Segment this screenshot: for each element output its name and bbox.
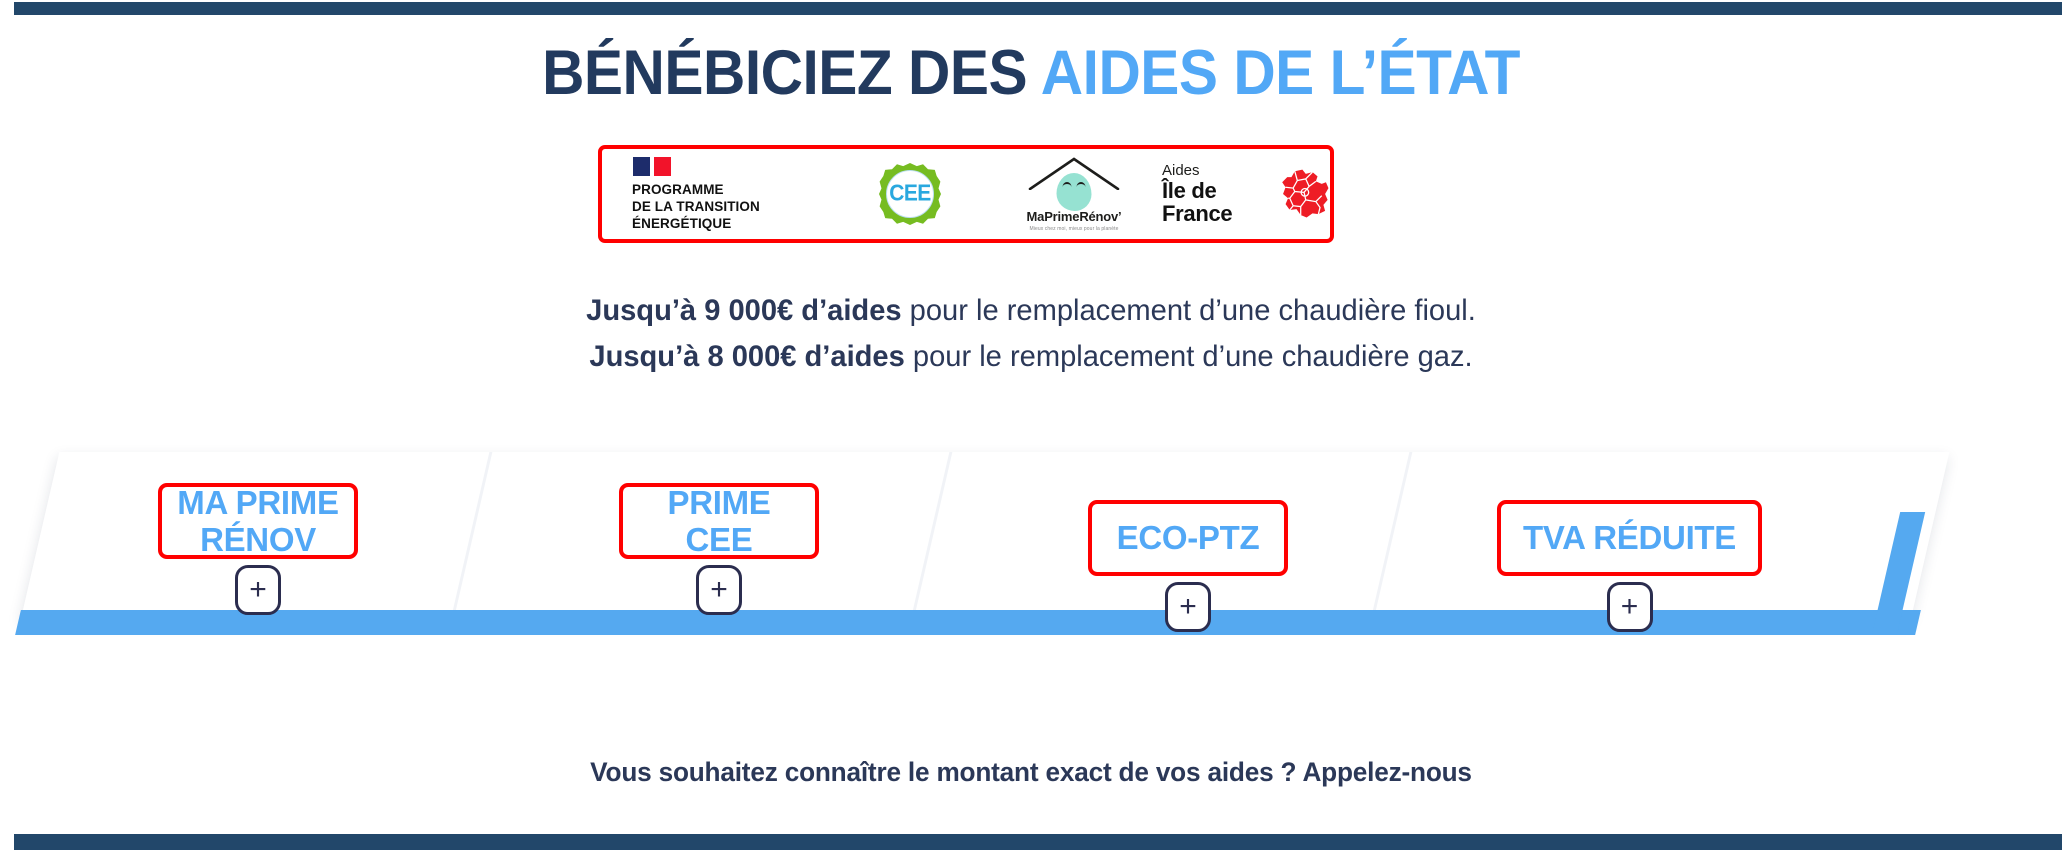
- top-divider-rule: [14, 2, 2062, 15]
- aid-types-ribbon: MA PRIME RÉNOV + PRIME CEE + ECO-PTZ + T…: [0, 440, 2062, 660]
- logo-programme-line3: ÉNERGÉTIQUE: [632, 215, 732, 231]
- aid-amount-line-1: Jusqu’à 9 000€ d’aides pour le remplacem…: [31, 288, 2031, 334]
- maprimerenov-house-icon: [1026, 156, 1122, 211]
- aid-amount-2-bold: Jusqu’à 8 000€ d’aides: [589, 339, 905, 373]
- aid-expand-button[interactable]: +: [1606, 582, 1653, 632]
- logo-programme-transition-text: PROGRAMME DE LA TRANSITION ÉNERGÉTIQUE: [632, 181, 760, 232]
- aid-card-label: ECO-PTZ: [1088, 500, 1288, 576]
- logo-programme-line1: PROGRAMME: [632, 181, 724, 197]
- cee-label: CEE: [889, 181, 931, 206]
- aid-amount-line-2: Jusqu’à 8 000€ d’aides pour le remplacem…: [31, 334, 2031, 380]
- maprimerenov-name: MaPrimeRénov’: [1026, 209, 1122, 224]
- aid-amount-1-bold: Jusqu’à 9 000€ d’aides: [586, 294, 902, 327]
- aid-card-label: MA PRIME RÉNOV: [158, 483, 358, 559]
- page-title-dark-part: BÉNÉBICIEZ DES: [542, 38, 1041, 108]
- bottom-divider-rule: [14, 834, 2062, 850]
- logo-cee: CEE: [834, 149, 986, 239]
- logo-aides-ile-de-france: Aides Île de France: [1162, 149, 1330, 239]
- ile-de-france-map-icon: [1282, 169, 1329, 218]
- aid-expand-button[interactable]: +: [235, 565, 281, 615]
- aid-card-eco-ptz[interactable]: ECO-PTZ +: [1088, 500, 1288, 632]
- aid-amount-2-rest: pour le remplacement d’une chaudière gaz…: [904, 339, 1473, 373]
- aid-card-prime-cee[interactable]: PRIME CEE +: [619, 483, 819, 615]
- maprimerenov-tagline: Mieux chez moi, mieux pour la planète: [1029, 226, 1119, 232]
- aid-amounts-block: Jusqu’à 9 000€ d’aides pour le remplacem…: [0, 288, 2062, 379]
- smiling-eyes-icon: [1062, 182, 1086, 187]
- logo-programme-line2: DE LA TRANSITION: [632, 198, 760, 214]
- contact-cta-text: Vous souhaitez connaître le montant exac…: [590, 757, 1472, 787]
- aid-amount-1-rest: pour le remplacement d’une chaudière fio…: [901, 294, 1476, 327]
- partner-logo-band: PROGRAMME DE LA TRANSITION ÉNERGÉTIQUE C…: [598, 145, 1334, 243]
- aid-expand-button[interactable]: +: [1165, 582, 1211, 632]
- page-title-light-part: AIDES DE L’ÉTAT: [1040, 38, 1521, 108]
- roof-chevron-icon: [1028, 157, 1120, 190]
- logo-maprimerenov: MaPrimeRénov’ Mieux chez moi, mieux pour…: [986, 149, 1162, 239]
- idf-aides-label: Aides: [1162, 161, 1200, 179]
- aid-card-label: TVA RÉDUITE: [1497, 500, 1762, 576]
- aid-card-tva-reduite[interactable]: TVA RÉDUITE +: [1497, 500, 1762, 632]
- cee-badge-icon: CEE: [879, 163, 941, 225]
- logo-programme-transition-energetique: PROGRAMME DE LA TRANSITION ÉNERGÉTIQUE: [602, 149, 834, 239]
- aid-card-ma-prime-renov[interactable]: MA PRIME RÉNOV +: [158, 483, 358, 615]
- aid-expand-button[interactable]: +: [696, 565, 742, 615]
- aid-card-label: PRIME CEE: [619, 483, 819, 559]
- idf-region-label: Île de France: [1162, 178, 1233, 227]
- french-flag-icon: [633, 156, 671, 176]
- page-title: BÉNÉBICIEZ DES AIDES DE L’ÉTAT: [72, 40, 1990, 106]
